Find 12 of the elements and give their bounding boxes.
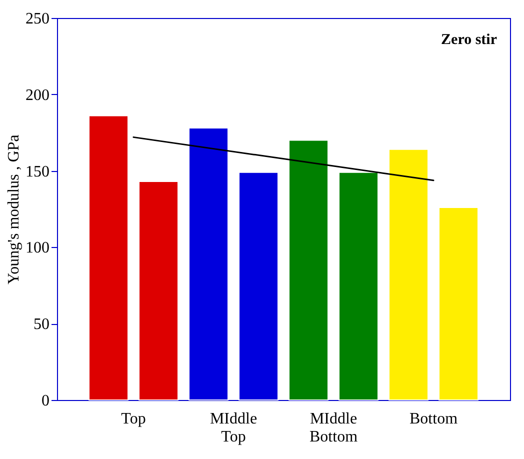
y-tick-label: 50 — [34, 316, 50, 334]
x-tick-label: Bottom — [409, 410, 458, 428]
y-tick-label: 0 — [42, 392, 50, 410]
y-tick-label: 100 — [26, 240, 50, 257]
x-tick-label: Top — [121, 410, 146, 428]
y-axis-title: Young's modulus , GPa — [6, 134, 22, 284]
y-tick-label: 250 — [26, 10, 50, 28]
x-tick-label: MIddle Bottom — [309, 410, 358, 446]
x-tick-label: MIddle Top — [210, 410, 258, 446]
text: Zero stir — [441, 32, 498, 48]
y-tick-label: 150 — [26, 163, 50, 180]
y-tick-label: 200 — [26, 86, 50, 104]
